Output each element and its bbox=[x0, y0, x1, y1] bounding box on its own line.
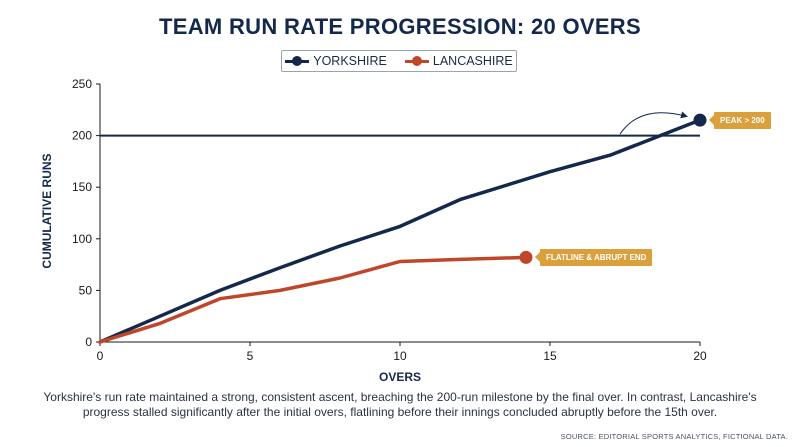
legend-swatch-yorkshire bbox=[285, 56, 310, 66]
y-tick-label: 0 bbox=[85, 335, 92, 349]
x-axis-label: OVERS bbox=[378, 370, 421, 384]
legend-label-yorkshire: YORKSHIRE bbox=[313, 54, 387, 68]
legend-swatch-lancashire bbox=[404, 56, 429, 66]
series-endpoint-lancashire bbox=[519, 250, 533, 264]
annotation-peak-badge: PEAK > 200 bbox=[709, 111, 771, 129]
legend-item-yorkshire: YORKSHIRE bbox=[285, 54, 387, 68]
y-tick-label: 100 bbox=[72, 232, 92, 246]
series-line-yorkshire bbox=[98, 118, 702, 344]
chart-title: TEAM RUN RATE PROGRESSION: 20 OVERS bbox=[159, 14, 641, 39]
annotation-arrow-peak bbox=[619, 111, 688, 135]
x-tick-label: 0 bbox=[97, 349, 104, 363]
x-tick-label: 20 bbox=[693, 349, 707, 363]
y-tick-label: 150 bbox=[72, 180, 92, 194]
x-tick-label: 5 bbox=[247, 349, 254, 363]
source-note: SOURCE: EDITORIAL SPORTS ANALYTICS, FICT… bbox=[560, 432, 788, 441]
y-tick-label: 200 bbox=[72, 129, 92, 143]
y-axis-label-text: CUMULATIVE RUNS bbox=[40, 153, 54, 269]
annotation-flatline-badge: FLATLINE & ABRUPT END bbox=[534, 248, 653, 266]
x-tick-label: 15 bbox=[543, 349, 557, 363]
chart-legend: YORKSHIRE LANCASHIRE bbox=[281, 50, 517, 72]
y-tick-label: 50 bbox=[79, 283, 93, 297]
legend-item-lancashire: LANCASHIRE bbox=[404, 54, 513, 68]
series-endpoint-yorkshire bbox=[693, 113, 707, 127]
series-line-lancashire bbox=[98, 255, 528, 344]
x-tick-label: 10 bbox=[393, 349, 407, 363]
legend-label-lancashire: LANCASHIRE bbox=[432, 54, 513, 68]
y-tick-label: 250 bbox=[72, 77, 92, 91]
chart-caption: Yorkshire's run rate maintained a strong… bbox=[43, 390, 757, 419]
